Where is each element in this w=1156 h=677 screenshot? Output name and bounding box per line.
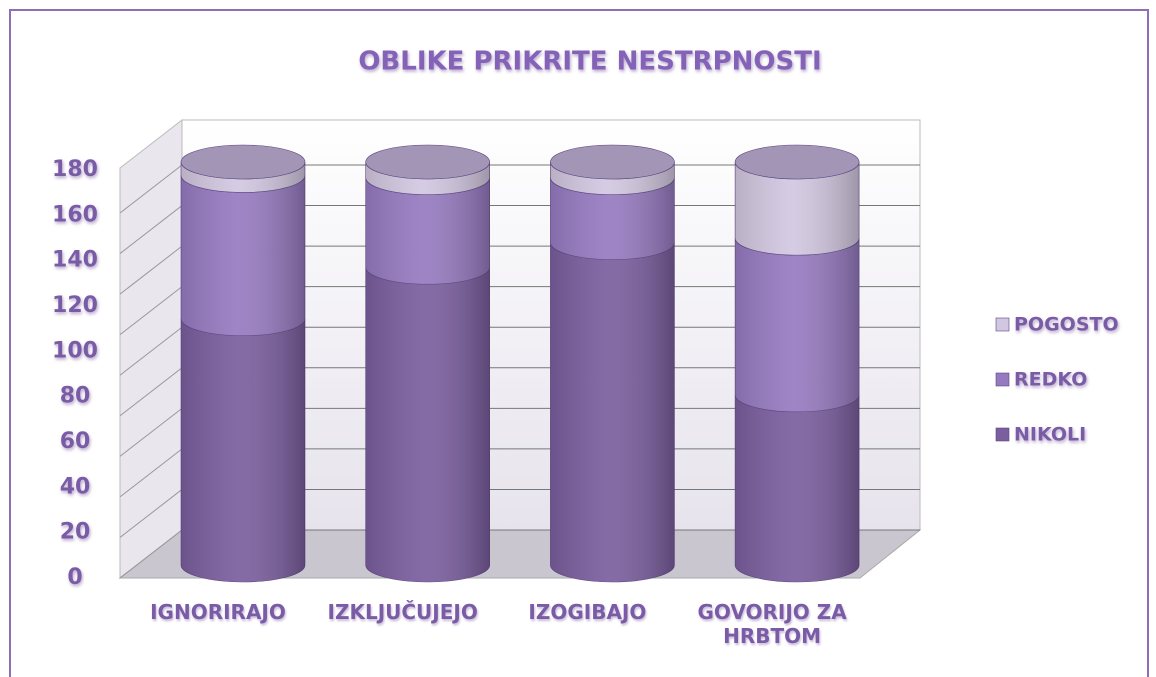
segment-shade [181,175,305,336]
y-tick-label: 100 [52,338,98,363]
x-tick-label: IGNORIRAJO [150,600,286,624]
y-tick-label: 140 [52,248,98,273]
segment-shade [550,177,675,260]
y-tick-label: 80 [60,384,91,409]
cylinder-cap [180,144,306,180]
y-tick-label: 120 [52,293,98,318]
legend-label: NIKOLI [1014,424,1086,446]
x-tick-label: IZOGIBAJO [528,600,647,624]
segment-shade [550,162,675,195]
frame [9,9,1149,677]
y-tick-label: 180 [52,157,98,182]
grid-line [119,489,183,538]
y-tick-label: 40 [60,474,91,499]
grid-line [119,529,183,579]
segment-shade [365,267,490,582]
segment-shade [181,318,305,582]
y-tick-label: 60 [60,429,91,454]
chart-title: OBLIKE PRIKRITE NESTRPNOSTI [358,47,821,77]
grid-line [119,326,183,376]
cylinder-cap [365,144,491,180]
y-tick-label: 160 [52,202,98,227]
segment-shade [735,394,860,582]
y-tick-label: 20 [60,520,91,545]
segment-shade [365,162,490,195]
segment-shade [735,162,860,256]
legend-swatch [995,372,1010,387]
legend-swatch [995,317,1010,332]
cylinder-cap [550,144,675,180]
grid-line [119,407,183,457]
legend-label: REDKO [1014,369,1087,391]
grid-line [119,245,183,295]
grid-line [119,286,183,336]
legend-swatch [995,427,1010,442]
x-tick-label: GOVORIJO ZA HRBTOM [697,600,847,648]
cylinder-cap [734,144,860,180]
segment-shade [735,238,860,412]
grid-line [119,164,183,214]
grid-line [119,367,183,417]
grid-line [119,205,183,254]
grid-line [119,448,183,498]
legend-label: POGOSTO [1014,314,1119,336]
segment-shade [550,242,675,582]
segment-shade [365,177,490,285]
segment-shade [181,162,305,193]
y-tick-label: 0 [67,565,82,590]
x-tick-label: IZKLJUČUJEJO [327,600,478,624]
